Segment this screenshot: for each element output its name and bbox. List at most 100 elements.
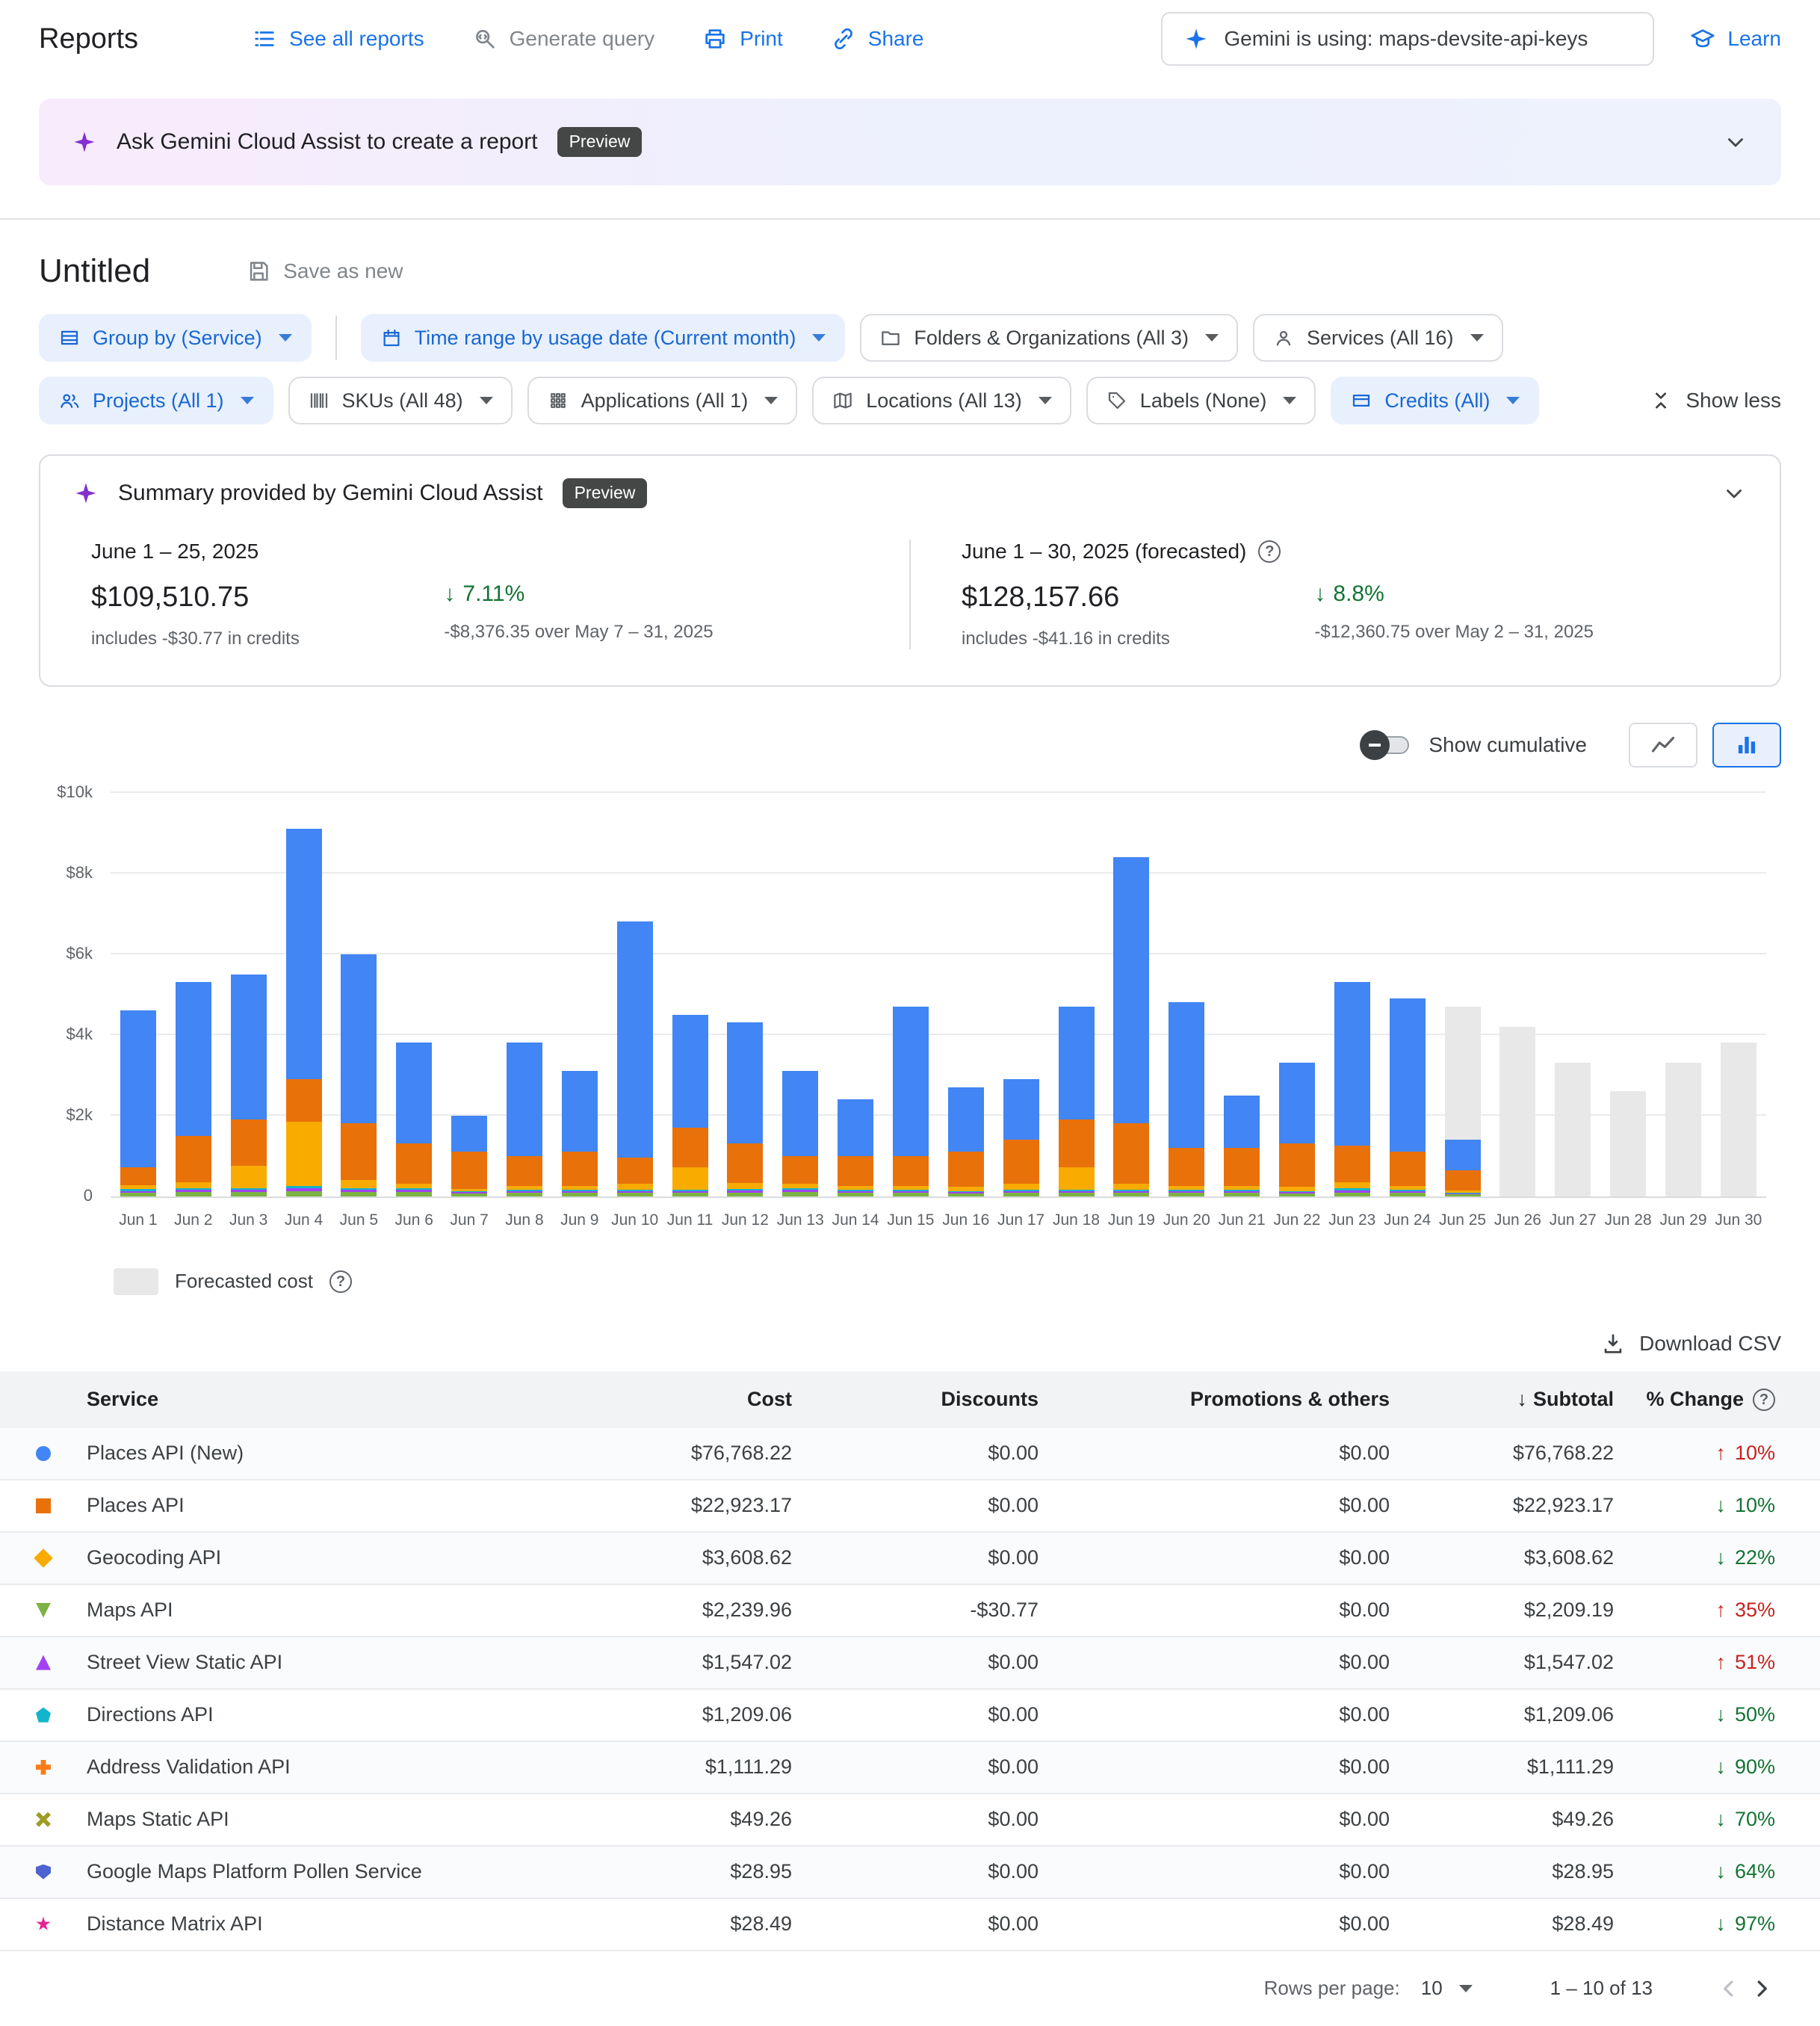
filter-chip-services[interactable]: Services (All 16) [1252,314,1503,362]
previous-page-button[interactable] [1712,1972,1745,2005]
filter-chip-labels[interactable]: Labels (None) [1086,377,1316,424]
chart-bar-jun-3[interactable] [221,794,276,1196]
help-icon[interactable]: ? [1258,540,1281,563]
change-percent: 97% [1734,1912,1775,1936]
bar-segment [1334,1182,1370,1189]
chart-bar-jun-1[interactable] [111,794,166,1196]
show-less-button[interactable]: Show less [1648,388,1781,413]
chart-bar-jun-2[interactable] [166,794,221,1196]
filter-chip-locations[interactable]: Locations (All 13) [812,377,1071,424]
table-row[interactable]: Geocoding API $3,608.62 $0.00 $0.00 $3,608.6… [0,1532,1820,1585]
y-axis-label: 0 [83,1185,93,1205]
service-name: Maps API [87,1599,173,1622]
chart-bar-jun-28[interactable] [1600,794,1656,1196]
chart-bar-jun-30[interactable] [1711,794,1766,1196]
table-row[interactable]: Maps Static API $49.26 $0.00 $0.00 $49.26 ↓ 70… [0,1794,1820,1847]
print-link[interactable]: Print [702,26,783,52]
bar-segment [1113,1189,1150,1191]
chart-bar-jun-6[interactable] [386,794,442,1196]
gemini-banner[interactable]: Ask Gemini Cloud Assist to create a repo… [39,99,1781,185]
chart-bar-jun-29[interactable] [1656,794,1711,1196]
chart-bar-jun-24[interactable] [1380,794,1435,1196]
table-row[interactable]: Maps API $2,239.96 -$30.77 $0.00 $2,209.19 ↑ 3… [0,1585,1820,1637]
chart-bar-jun-25[interactable] [1435,794,1491,1196]
chevron-down-icon[interactable] [1723,129,1748,155]
chart-bar-jun-9[interactable] [552,794,607,1196]
bar-segment [1058,1193,1095,1196]
filter-chip-time-range[interactable]: Time range by usage date (Current month) [360,314,846,362]
x-axis-label: Jun 17 [997,1211,1045,1229]
filter-chip-credits[interactable]: Credits (All) [1331,377,1540,424]
bar-chart-button[interactable] [1712,722,1781,768]
help-icon[interactable]: ? [329,1270,352,1293]
chart-bar-jun-18[interactable] [1049,794,1104,1196]
chart-bar-jun-23[interactable] [1325,794,1380,1196]
share-link[interactable]: Share [831,26,923,52]
rows-per-page-select[interactable]: 10 [1421,1977,1473,2000]
summary-header[interactable]: Summary provided by Gemini Cloud Assist … [40,456,1780,531]
generate-query-link[interactable]: Generate query [472,26,654,52]
chart-bar-jun-21[interactable] [1214,794,1269,1196]
filter-chip-group-by[interactable]: Group by (Service) [39,314,312,362]
chart-bar-jun-12[interactable] [717,794,773,1196]
col-cost[interactable]: Cost [747,1388,792,1411]
series-marker-icon [34,1548,53,1568]
see-all-reports-link[interactable]: See all reports [252,26,424,52]
learn-link[interactable]: Learn [1690,26,1781,52]
help-icon[interactable]: ? [1753,1388,1775,1411]
bar-segment [1058,1119,1095,1168]
bar-segment [561,1193,598,1196]
down-arrow-icon: ↓ [1715,1808,1726,1831]
chart-bar-jun-19[interactable] [1104,794,1159,1196]
chart-bar-jun-15[interactable] [883,794,938,1196]
show-cumulative-toggle[interactable] [1360,729,1414,760]
filter-chip-folders-organizations[interactable]: Folders & Organizations (All 3) [860,314,1238,362]
bar-segment [1224,1095,1260,1148]
filter-chip-skus[interactable]: SKUs (All 48) [288,377,513,424]
chevron-down-icon [1038,397,1052,404]
chart-bar-jun-16[interactable] [938,794,994,1196]
table-row[interactable]: Distance Matrix API $28.49 $0.00 $0.00 $28.4… [0,1899,1820,1951]
table-row[interactable]: Address Validation API $1,111.29 $0.00 $0.0… [0,1741,1820,1794]
col-promotions[interactable]: Promotions & others [1189,1388,1390,1411]
chart-bar-jun-10[interactable] [607,794,663,1196]
chart-bar-jun-5[interactable] [331,794,386,1196]
save-as-new-button[interactable]: Save as new [246,259,403,284]
table-row[interactable]: Places API $22,923.17 $0.00 $0.00 $22,923.17… [0,1480,1820,1533]
chart-bar-jun-17[interactable] [994,794,1049,1196]
chart-bar-jun-7[interactable] [442,794,497,1196]
chart-bar-jun-4[interactable] [276,794,332,1196]
chart-bar-jun-8[interactable] [497,794,552,1196]
bar-segment [175,1192,211,1196]
col-change[interactable]: % Change? [1614,1388,1820,1411]
chart-bar-jun-20[interactable] [1159,794,1214,1196]
table-row[interactable]: Google Maps Platform Pollen Service $28.9… [0,1846,1820,1899]
chart-bar-jun-13[interactable] [773,794,828,1196]
col-subtotal[interactable]: ↓ Subtotal [1517,1388,1615,1411]
table-row[interactable]: Directions API $1,209.06 $0.00 $0.00 $1,209.… [0,1690,1820,1742]
table-row[interactable]: Street View Static API $1,547.02 $0.00 $0.0… [0,1637,1820,1690]
table-row[interactable]: Places API (New) $76,768.22 $0.00 $0.00 $76,… [0,1427,1820,1480]
service-name: Distance Matrix API [87,1912,263,1936]
filter-chip-projects[interactable]: Projects (All 1) [39,377,273,424]
chart-bar-jun-26[interactable] [1490,794,1545,1196]
x-axis-label: Jun 20 [1163,1211,1210,1229]
gridline [111,871,1766,874]
bar-segment [616,1189,653,1191]
chart-bar-jun-22[interactable] [1269,794,1325,1196]
next-page-button[interactable] [1745,1972,1778,2005]
chart-bar-jun-14[interactable] [828,794,883,1196]
download-csv-button[interactable]: Download CSV [1600,1331,1781,1356]
chart-bar-jun-27[interactable] [1545,794,1600,1196]
gemini-usage-box[interactable]: Gemini is using: maps-devsite-api-keys [1161,12,1655,66]
line-chart-button[interactable] [1629,722,1697,768]
x-axis-label: Jun 18 [1053,1211,1101,1229]
bar-segment [1224,1147,1260,1186]
chart-bar-jun-11[interactable] [663,794,718,1196]
filter-chip-applications[interactable]: Applications (All 1) [527,377,798,424]
col-service[interactable]: Service [87,1388,159,1411]
chevron-down-icon[interactable] [1721,481,1747,506]
filter-chip-label: Time range by usage date (Current month) [414,326,796,349]
col-discounts[interactable]: Discounts [941,1388,1039,1411]
bar-segment [1334,1190,1370,1193]
